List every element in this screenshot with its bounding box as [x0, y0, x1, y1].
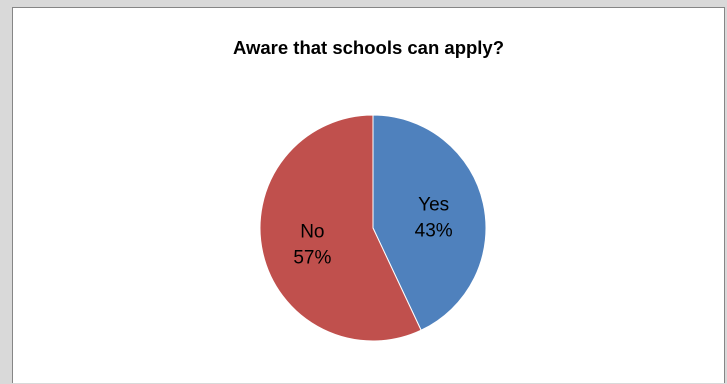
pie-chart: Yes 43% No 57%	[259, 114, 487, 342]
chart-title: Aware that schools can apply?	[232, 37, 505, 58]
slice-label-category: No	[300, 222, 324, 243]
pie-slice-no	[259, 114, 422, 342]
slice-label-percent: 57%	[293, 248, 331, 269]
chart-area: Aware that schools can apply? Yes 43% No 57…	[12, 7, 725, 383]
slice-label-percent: 43%	[415, 220, 453, 241]
slice-label-category: Yes	[418, 194, 449, 215]
pie-slice-yes	[372, 114, 487, 331]
